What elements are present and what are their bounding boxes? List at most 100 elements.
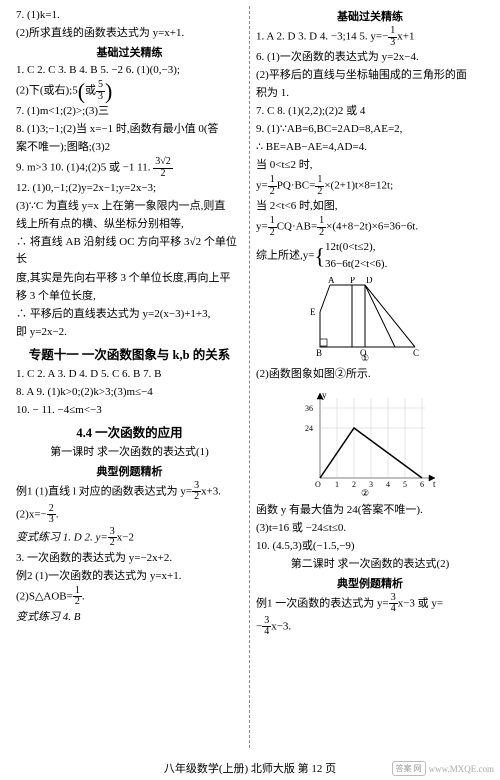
fraction: 12	[268, 216, 277, 238]
subsection: 第二课时 求一次函数的表达式(2)	[256, 556, 484, 573]
text: 变式练习 1. D 2. y=32x−2	[16, 527, 243, 549]
text: CQ·AB=	[277, 221, 317, 233]
svg-text:P: P	[350, 277, 355, 285]
text: 12. (1)0,−1;(2)y=2x−1;y=2x−3;	[16, 180, 243, 197]
text: (2)下(或右);5(或53)	[16, 80, 243, 102]
text: (2)x=−	[16, 508, 47, 520]
svg-text:36: 36	[305, 404, 313, 413]
text: 6. (1)一次函数的表达式为 y=2x−4.	[256, 49, 484, 66]
fraction: 12	[315, 175, 324, 197]
text: 1. C 2. A 3. D 4. D 5. C 6. B 7. B	[16, 366, 243, 383]
text: 7. C 8. (1)(2,2);(2)2 或 4	[256, 103, 484, 120]
text: 例2 (1)一次函数的表达式为 y=x+1.	[16, 568, 243, 585]
subsection: 第一课时 求一次函数的表达式(1)	[16, 444, 243, 461]
text: 9. m>3 10. (1)4;(2)5 或 −1 11.	[16, 162, 153, 174]
text: 例1 (1)直线 l 对应的函数表达式为 y=	[16, 485, 192, 497]
svg-text:6: 6	[420, 480, 424, 489]
text: (2)平移后的直线与坐标轴围成的三角形的面	[256, 67, 484, 84]
text: x+1	[397, 31, 414, 43]
text: 综上所述,y={ 12t(0<t≤2), 36−6t(2<t<6).	[256, 239, 484, 273]
svg-text:y: y	[322, 390, 327, 400]
fraction: 3√22	[153, 157, 173, 179]
text: 36−6t(2<t<6).	[325, 256, 387, 273]
svg-text:1: 1	[335, 480, 339, 489]
text: 变式练习 4. B	[16, 609, 243, 626]
text: 变式练习 1. D 2. y=	[16, 531, 108, 543]
text: 10. − 11. −4≤m<−3	[16, 402, 243, 419]
text: 7. (1)k=1.	[16, 7, 243, 24]
text: x−2	[117, 531, 134, 543]
svg-text:E: E	[310, 307, 316, 317]
text: 12t(0<t≤2),	[325, 239, 387, 256]
text: 例1 一次函数的表达式为 y=	[256, 597, 389, 609]
text: 例1 一次函数的表达式为 y=34x−3 或 y=	[256, 593, 484, 615]
text: y=12PQ·BC=12×(2+1)t×8=12t;	[256, 175, 484, 197]
text: ×(4+8−2t)×6=36−6t.	[326, 221, 418, 233]
watermark: 答案 网 www.MXQE.com	[392, 761, 494, 776]
fraction: 12	[73, 586, 82, 608]
text: (2)所求直线的函数表达式为 y=x+1.	[16, 25, 243, 42]
text: 度,其实是先向右平移 3 个单位长度,再向上平	[16, 270, 243, 287]
text: 9. m>3 10. (1)4;(2)5 或 −1 11. 3√22	[16, 157, 243, 179]
text: 移 3 个单位长度,	[16, 288, 243, 305]
svg-text:A: A	[328, 277, 335, 285]
text: 1. A 2. D 3. D 4. −3;14 5. y=−13x+1	[256, 26, 484, 48]
text: ∴ 将直线 AB 沿射线 OC 方向平移 3√2 个单位长	[16, 234, 243, 268]
text: (2)下(或右);5	[16, 85, 78, 97]
fraction: 34	[262, 616, 271, 638]
paren-icon: )	[105, 79, 112, 104]
fraction: 23	[47, 504, 56, 526]
fraction: 13	[388, 26, 397, 48]
left-column: 7. (1)k=1. (2)所求直线的函数表达式为 y=x+1. 基础过关精练 …	[10, 6, 250, 748]
svg-text:O: O	[315, 480, 321, 489]
svg-text:C: C	[413, 348, 419, 358]
text: 9. (1)∵AB=6,BC=2AD=8,AE=2,	[256, 121, 484, 138]
text: −34x−3.	[256, 616, 484, 638]
text: 10. (4.5,3)或(−1.5,−9)	[256, 538, 484, 555]
paren-icon: (	[78, 79, 85, 104]
fraction: 32	[108, 527, 117, 549]
watermark-badge: 答案 网	[392, 761, 426, 776]
text: (2)S△AOB=	[16, 591, 73, 603]
svg-text:3: 3	[369, 480, 373, 489]
section-heading: 典型例题精析	[16, 463, 243, 479]
text: (3)∵C 为直线 y=x 上在第一象限内一点,则直	[16, 198, 243, 215]
text: (2)函数图象如图②所示.	[256, 366, 484, 383]
svg-text:D: D	[366, 277, 373, 285]
text: x−3.	[271, 620, 291, 632]
text: x+3.	[201, 485, 221, 497]
text: PQ·BC=	[277, 180, 316, 192]
text: 1. A 2. D 3. D 4. −3;14 5. y=−	[256, 31, 388, 43]
svg-text:4: 4	[386, 480, 390, 489]
svg-text:5: 5	[403, 480, 407, 489]
text: ×(2+1)t×8=12t;	[324, 180, 393, 192]
fraction: 32	[192, 481, 201, 503]
text: y=	[256, 180, 268, 192]
text: (3)t=16 或 −24≤t≤0.	[256, 520, 484, 537]
chapter-title: 4.4 一次函数的应用	[16, 422, 243, 441]
text: y=	[256, 221, 268, 233]
svg-text:2: 2	[352, 480, 356, 489]
watermark-url: www.MXQE.com	[429, 764, 494, 774]
svg-text:①: ①	[361, 353, 369, 362]
svg-text:t: t	[433, 479, 436, 489]
text: 积为 1.	[256, 85, 484, 102]
figure-1: A P D E B Q C ①	[256, 277, 484, 362]
fraction: 53	[96, 80, 105, 102]
fraction: 12	[268, 175, 277, 197]
text: 函数 y 有最大值为 24(答案不唯一).	[256, 502, 484, 519]
text: 线上所有点的横、纵坐标分别相等,	[16, 216, 243, 233]
text: 综上所述,y=	[256, 250, 314, 262]
section-heading: 基础过关精练	[16, 44, 243, 60]
right-column: 基础过关精练 1. A 2. D 3. D 4. −3;14 5. y=−13x…	[250, 6, 490, 748]
text: 当 0<t≤2 时,	[256, 157, 484, 174]
svg-text:24: 24	[305, 424, 313, 433]
text: 7. (1)m<1;(2)>;(3)三	[16, 103, 243, 120]
text: (2)x=−23.	[16, 504, 243, 526]
fraction: 34	[389, 593, 398, 615]
text: 1. C 2. C 3. B 4. B 5. −2 6. (1)(0,−3);	[16, 62, 243, 79]
text: 案不唯一);图略;(3)2	[16, 139, 243, 156]
text: 即 y=2x−2.	[16, 324, 243, 341]
text: 当 2<t<6 时,如图,	[256, 198, 484, 215]
text: ∴ 平移后的直线表达式为 y=2(x−3)+1+3,	[16, 306, 243, 323]
